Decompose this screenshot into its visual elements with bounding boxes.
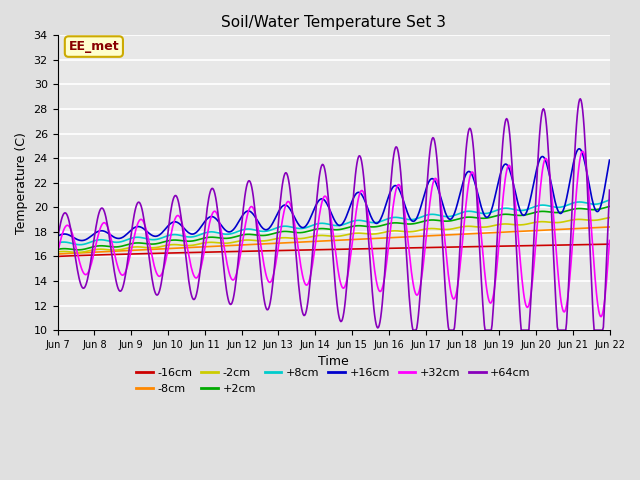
+64cm (409, 327, 417, 333)
+64cm (63, 213, 71, 219)
+64cm (177, 209, 184, 215)
-16cm (401, 245, 408, 251)
-8cm (177, 245, 184, 251)
+16cm (63, 232, 71, 238)
+16cm (121, 233, 129, 239)
-8cm (417, 233, 424, 239)
-2cm (63, 249, 71, 254)
+32cm (605, 238, 613, 243)
Y-axis label: Temperature (C): Temperature (C) (15, 132, 28, 234)
-8cm (120, 248, 128, 253)
+2cm (177, 238, 185, 243)
Legend: -16cm, -8cm, -2cm, +2cm, +8cm, +16cm, +32cm, +64cm: -16cm, -8cm, -2cm, +2cm, +8cm, +16cm, +3… (132, 364, 535, 398)
+8cm (63, 240, 71, 245)
+16cm (576, 146, 584, 152)
-16cm (120, 252, 128, 257)
-2cm (121, 246, 129, 252)
+32cm (401, 207, 408, 213)
+8cm (605, 197, 613, 203)
+16cm (605, 157, 613, 163)
+16cm (177, 222, 185, 228)
+8cm (177, 233, 185, 239)
-16cm (605, 241, 613, 247)
+32cm (417, 281, 424, 287)
+32cm (579, 148, 586, 154)
+16cm (401, 204, 409, 209)
+16cm (207, 214, 214, 220)
-2cm (417, 227, 425, 233)
-16cm (54, 253, 61, 259)
+2cm (401, 221, 409, 227)
Line: -16cm: -16cm (58, 244, 609, 256)
+8cm (76, 242, 84, 248)
+64cm (577, 96, 584, 102)
+32cm (597, 314, 605, 320)
+64cm (205, 192, 213, 197)
+64cm (120, 278, 128, 284)
+32cm (54, 250, 61, 256)
+64cm (54, 237, 61, 242)
-2cm (54, 249, 61, 255)
+2cm (605, 204, 613, 209)
Text: EE_met: EE_met (68, 40, 119, 53)
+2cm (207, 234, 214, 240)
-16cm (177, 250, 184, 256)
+2cm (63, 246, 71, 252)
+32cm (177, 216, 184, 221)
Line: +32cm: +32cm (58, 151, 609, 317)
+32cm (63, 222, 71, 228)
-2cm (605, 215, 613, 220)
-8cm (63, 251, 71, 256)
-8cm (205, 244, 213, 250)
+64cm (605, 187, 613, 193)
-8cm (605, 224, 613, 230)
+16cm (417, 202, 425, 208)
-16cm (63, 253, 71, 259)
-2cm (207, 240, 214, 245)
-16cm (417, 245, 424, 251)
Line: -8cm: -8cm (58, 227, 609, 254)
X-axis label: Time: Time (318, 355, 349, 369)
Title: Soil/Water Temperature Set 3: Soil/Water Temperature Set 3 (221, 15, 446, 30)
+32cm (205, 220, 213, 226)
-2cm (177, 242, 185, 248)
Line: +2cm: +2cm (58, 206, 609, 250)
+8cm (401, 216, 409, 222)
+2cm (417, 219, 425, 225)
+2cm (54, 247, 61, 252)
Line: -2cm: -2cm (58, 217, 609, 252)
-8cm (54, 251, 61, 257)
+16cm (54, 233, 61, 239)
Line: +8cm: +8cm (58, 200, 609, 245)
+8cm (121, 238, 129, 243)
+8cm (54, 240, 61, 246)
+8cm (207, 229, 214, 235)
-2cm (401, 229, 409, 235)
-2cm (74, 250, 81, 255)
+2cm (121, 242, 129, 248)
+64cm (417, 273, 425, 279)
+16cm (78, 238, 86, 243)
-8cm (401, 234, 408, 240)
Line: +16cm: +16cm (58, 149, 609, 240)
+64cm (401, 223, 408, 228)
-16cm (205, 249, 213, 255)
+8cm (417, 214, 425, 220)
+2cm (74, 247, 82, 252)
Line: +64cm: +64cm (58, 99, 609, 330)
+32cm (120, 271, 128, 277)
